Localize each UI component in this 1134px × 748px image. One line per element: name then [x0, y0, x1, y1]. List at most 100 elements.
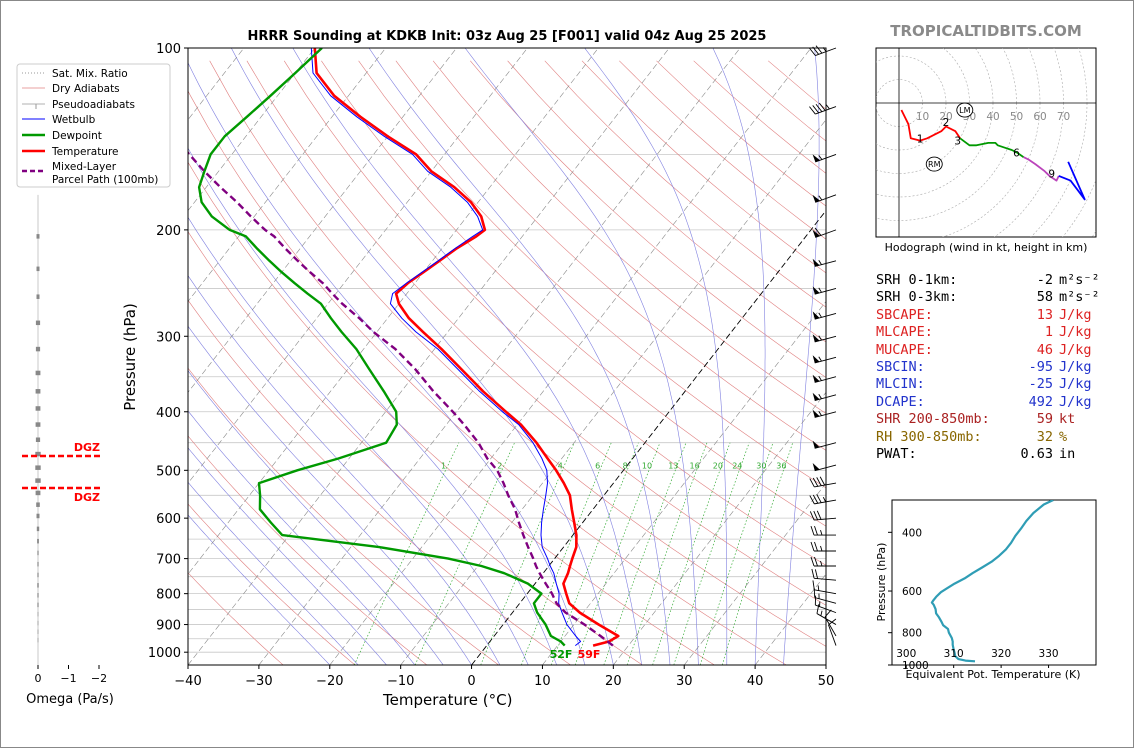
wind-barb-staff: [815, 153, 837, 163]
omega-bar: [35, 370, 41, 376]
y-tick-label: 100: [156, 42, 181, 57]
wind-barb-half: [818, 155, 823, 160]
mixing-ratio-label: 6: [595, 461, 600, 470]
hodograph-height-label: 3: [954, 136, 961, 148]
parameter-value: 1: [1044, 324, 1053, 341]
x-tick-label: 10: [534, 674, 551, 689]
omega-bar: [37, 550, 39, 556]
wind-barb-flag: [812, 258, 820, 267]
wind-barb-full: [816, 477, 822, 486]
parameter-unit: m²s⁻²: [1059, 289, 1100, 306]
parameter-value: 59: [1036, 411, 1053, 428]
wind-barb-staff: [814, 577, 837, 581]
wind-barb-half: [820, 545, 823, 552]
isotherm-line: [188, 48, 316, 212]
wind-barb: [813, 588, 837, 604]
parameter-label: SBCAPE:: [876, 306, 933, 323]
x-tick-label: 40: [747, 674, 764, 689]
mixing-ratio-line: [550, 442, 639, 665]
parameter-row: PWAT: 0.63 in: [876, 446, 1116, 463]
omega-panel: 0 −1 −2 DGZ DGZ: [22, 194, 107, 685]
mixing-ratio-label: 16: [689, 461, 699, 470]
wind-barb-half: [822, 47, 827, 52]
wind-barb-staff: [814, 287, 837, 295]
hodograph-trace: [1023, 156, 1060, 182]
mixing-ratio-label: 10: [642, 461, 652, 470]
omega-bar: [35, 320, 41, 326]
wind-barb-full: [815, 103, 823, 112]
thetae-ylabel: Pressure (hPa): [875, 543, 888, 622]
wind-barb-staff: [824, 616, 837, 637]
hodograph-ring-label: 50: [1010, 111, 1023, 123]
wind-barb-full: [813, 588, 816, 598]
skewt-legend: Sat. Mix. Ratio Dry Adiabats Pseudoadiabat…: [16, 63, 171, 188]
hodograph-rm-label: RM: [928, 160, 941, 169]
wind-barb: [809, 510, 837, 521]
parameter-unit: J/kg: [1059, 324, 1092, 341]
mixing-ratio-label: 36: [776, 461, 786, 470]
omega-bar: [37, 602, 39, 608]
wind-barb-full: [810, 525, 815, 536]
moist-adiabat: [188, 481, 359, 665]
series-dewpoint: [197, 48, 566, 647]
wind-barb: [812, 311, 837, 320]
mixing-ratio-line: [414, 442, 515, 665]
dry-adiabat: [188, 503, 356, 665]
dry-adiabat: [507, 60, 826, 343]
hodograph-rm-marker: [925, 156, 943, 172]
parameter-unit: m²s⁻²: [1059, 272, 1100, 288]
wind-barb-half: [818, 287, 822, 293]
wind-barb-full: [809, 47, 816, 56]
wind-barb-full: [814, 525, 818, 536]
wind-barb-full: [811, 568, 815, 579]
dry-adiabat: [470, 60, 826, 378]
mixing-ratio-line: [521, 442, 612, 665]
parameter-unit: J/kg: [1059, 306, 1092, 323]
hodograph-trace: [959, 137, 1025, 158]
wind-barb-full: [810, 541, 815, 552]
wind-barb-half: [820, 529, 823, 536]
omega-bar: [37, 572, 39, 578]
parameter-row: MLCIN: -25 J/kg: [876, 376, 1116, 393]
hodograph-height-label: 9: [1048, 169, 1055, 181]
wind-barbs: [809, 45, 837, 646]
legend-entry: Mixed-Layer Parcel Path (100mb): [52, 161, 158, 186]
hodograph-ring-label: 40: [986, 111, 999, 123]
wind-barb-flag: [812, 154, 821, 162]
dry-adiabat: [188, 90, 787, 665]
legend-box: [16, 63, 171, 188]
thetae-x-tick-label: 320: [991, 648, 1011, 660]
thetae-y-tick-label: 600: [902, 586, 922, 598]
parameter-row: SRH 0-3km: 58 m²s⁻²: [876, 289, 1116, 306]
wind-barb-staff: [814, 589, 837, 595]
omega-bar: [35, 437, 41, 442]
site-watermark: TROPICALTIDBITS.COM: [890, 22, 1082, 40]
legend-entry: Wetbulb: [52, 114, 96, 126]
isotherm-line: [683, 482, 826, 665]
moist-adiabat: [188, 370, 444, 665]
series-temperature: [313, 48, 620, 647]
dry-adiabat: [188, 231, 643, 665]
y-tick-label: 300: [156, 330, 181, 345]
parameter-label: SBCIN:: [876, 359, 925, 376]
parameter-value: 32: [1036, 428, 1053, 445]
omega-bar: [37, 593, 39, 598]
parameter-unit: J/kg: [1059, 359, 1092, 376]
omega-bar: [37, 583, 39, 588]
wind-barb-full: [824, 609, 832, 618]
dry-adiabat: [188, 435, 428, 665]
omega-bar: [37, 637, 39, 643]
parameter-row: DCAPE: 492 J/kg: [876, 394, 1116, 411]
wind-barb-staff: [814, 376, 837, 383]
wind-barb-full: [819, 476, 826, 486]
wind-barb-flag: [812, 286, 820, 295]
thetae-y-tick-label: 400: [902, 527, 922, 539]
legend-entry-line: Wetbulb: [52, 114, 96, 126]
omega-bar: [35, 465, 41, 470]
wind-barb-staff: [815, 229, 837, 238]
wind-barb-flag: [812, 311, 820, 320]
wind-barb-half: [817, 585, 820, 591]
wind-barb-full: [816, 494, 822, 503]
wind-barb-staff: [814, 517, 837, 521]
parameter-label: RH 300-850mb:: [876, 428, 982, 445]
